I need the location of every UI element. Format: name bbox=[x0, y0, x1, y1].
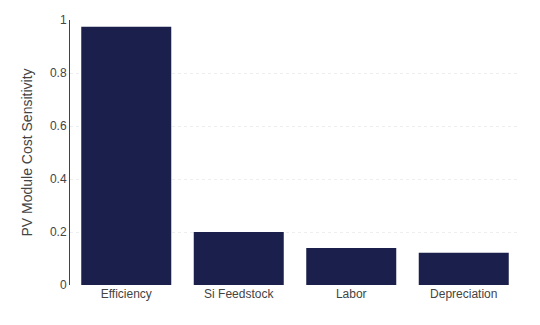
svg-text:1: 1 bbox=[60, 13, 67, 27]
svg-text:0.4: 0.4 bbox=[50, 172, 67, 186]
svg-text:Si Feedstock: Si Feedstock bbox=[204, 287, 274, 301]
svg-text:0.2: 0.2 bbox=[50, 225, 67, 239]
svg-text:Labor: Labor bbox=[336, 287, 367, 301]
svg-text:PV Module Cost Sensitivity: PV Module Cost Sensitivity bbox=[19, 68, 35, 236]
svg-text:0.8: 0.8 bbox=[50, 66, 67, 80]
svg-text:Efficiency: Efficiency bbox=[101, 287, 152, 301]
svg-text:0.6: 0.6 bbox=[50, 119, 67, 133]
svg-text:0: 0 bbox=[60, 278, 67, 292]
svg-text:Depreciation: Depreciation bbox=[430, 287, 497, 301]
